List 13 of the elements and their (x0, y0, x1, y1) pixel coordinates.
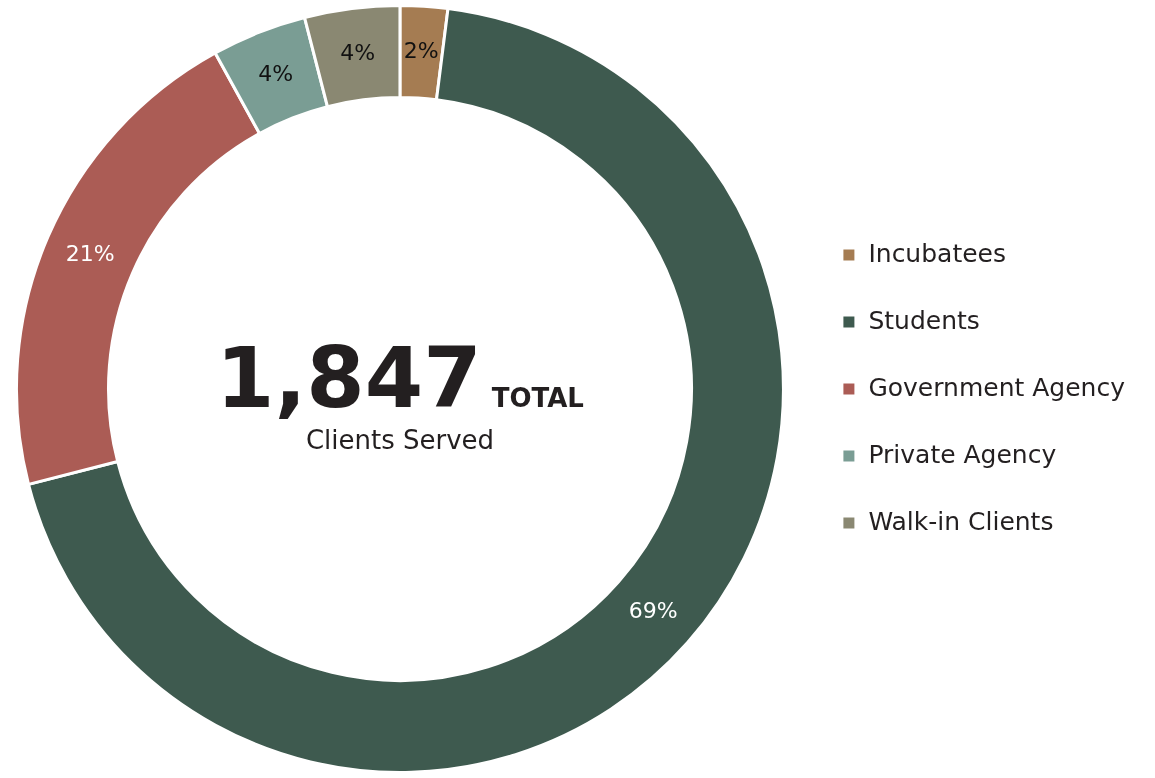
legend-label: Incubatees (868, 238, 1006, 268)
text: 1,847 (215, 329, 482, 427)
data-label: 2% (403, 37, 439, 63)
legend-label: Walk-in Clients (868, 506, 1054, 536)
text: TOTAL (491, 383, 584, 413)
text: Clients Served (305, 425, 495, 455)
legend-label: Government Agency (868, 372, 1126, 402)
data-label: 21% (65, 240, 115, 266)
data-label: 4% (258, 60, 294, 86)
legend-label: Private Agency (868, 439, 1057, 469)
data-label: 69% (628, 597, 678, 623)
data-label: 4% (340, 39, 376, 65)
legend-label: Students (868, 305, 980, 335)
